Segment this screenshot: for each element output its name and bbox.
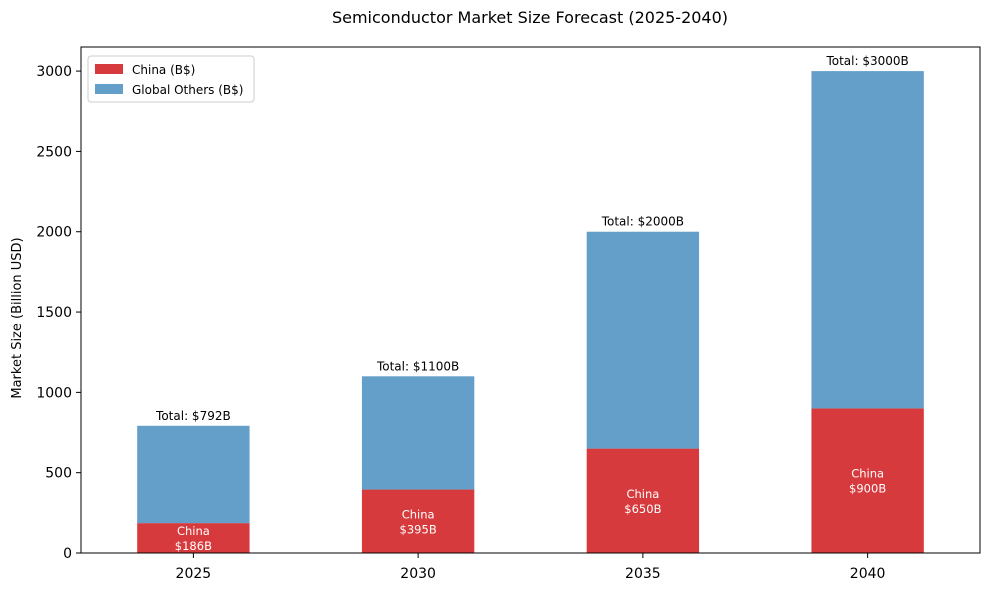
legend-label-china: China (B$) (132, 63, 195, 77)
china-value-label-2025-name: China (177, 524, 210, 538)
x-tick-label-2040: 2040 (850, 566, 886, 582)
bar-china-2035 (586, 448, 700, 553)
chart-title: Semiconductor Market Size Forecast (2025… (332, 8, 728, 27)
bar-china-2030 (361, 489, 475, 553)
china-value-label-2030-value: $395B (400, 522, 437, 536)
bar-china-2025 (137, 523, 250, 553)
total-label-2030: Total: $1100B (376, 359, 459, 373)
total-label-2025: Total: $792B (155, 409, 231, 423)
y-axis-label: Market Size (Billion USD) (10, 237, 25, 398)
x-tick-label-2030: 2030 (400, 566, 436, 582)
bar-global-others-2025 (137, 425, 250, 524)
legend-label-global-others: Global Others (B$) (132, 83, 243, 97)
bar-global-others-2030 (361, 376, 475, 490)
total-label-2035: Total: $2000B (601, 215, 684, 229)
y-tick-label-1000: 1000 (36, 385, 72, 401)
y-tick-label-2500: 2500 (36, 144, 72, 160)
legend-swatch-global-others (95, 84, 123, 94)
total-label-2040: Total: $3000B (825, 54, 908, 68)
y-tick-label-1500: 1500 (36, 305, 72, 321)
bar-global-others-2035 (586, 231, 700, 449)
bar-global-others-2040 (811, 71, 924, 409)
x-tick-label-2035: 2035 (625, 566, 661, 582)
china-value-label-2030-name: China (402, 507, 435, 521)
bar-china-2040 (811, 408, 924, 553)
china-value-label-2040-value: $900B (849, 482, 886, 496)
legend: China (B$) Global Others (B$) (87, 55, 255, 103)
china-value-label-2025-value: $186B (175, 539, 212, 553)
legend-swatch-china (95, 64, 123, 74)
legend-box (87, 55, 255, 103)
y-tick-label-0: 0 (63, 546, 72, 562)
china-value-label-2035-name: China (626, 487, 659, 501)
y-tick-label-3000: 3000 (36, 64, 72, 80)
y-tick-label-500: 500 (45, 466, 72, 482)
plot-frame (80, 46, 981, 554)
x-tick-label-2025: 2025 (176, 566, 212, 582)
china-value-label-2035-value: $650B (624, 502, 661, 516)
y-tick-label-2000: 2000 (36, 225, 72, 241)
china-value-label-2040-name: China (851, 467, 884, 481)
